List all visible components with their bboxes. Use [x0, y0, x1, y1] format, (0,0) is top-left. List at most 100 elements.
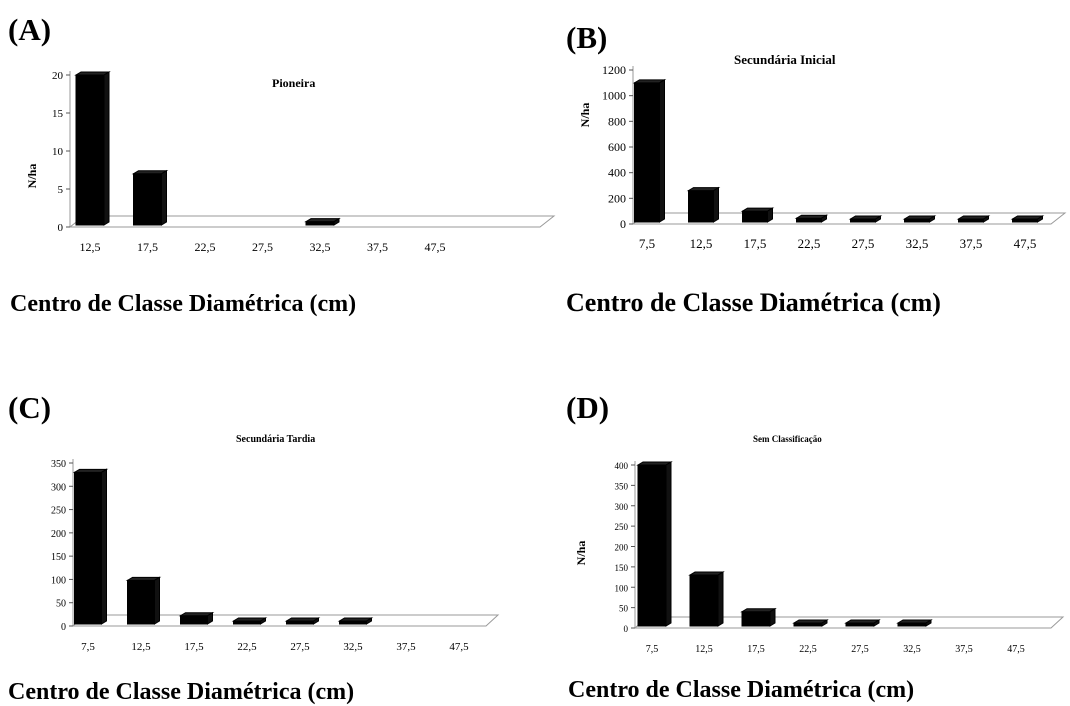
bar-12,5	[686, 186, 721, 223]
y-tick-label: 100	[51, 575, 66, 586]
y-tick-label: 300	[615, 502, 629, 512]
y-tick-label: 350	[615, 481, 629, 491]
y-tick-label: 300	[51, 482, 66, 493]
bar-side	[821, 619, 828, 627]
bar-side	[366, 617, 372, 625]
x-axis-caption-d: Centro de Classe Diamétrica (cm)	[568, 677, 915, 703]
bar-front	[689, 574, 719, 627]
y-tick-label: 350	[51, 459, 66, 470]
bar-front	[634, 82, 660, 223]
x-tick-label: 37,5	[396, 641, 416, 653]
x-tick-label: 12,5	[80, 240, 101, 254]
bar-side	[333, 217, 340, 226]
y-tick-label: 50	[619, 604, 629, 614]
bar-side	[713, 186, 719, 223]
x-axis-caption-b: Centro de Classe Diamétrica (cm)	[566, 288, 941, 317]
bar-32,5	[902, 215, 937, 223]
bar-front	[637, 464, 667, 627]
bar-12,5	[125, 576, 162, 625]
chart-title: Secundária Tardia	[236, 434, 315, 445]
x-tick-label: 47,5	[425, 240, 446, 254]
y-axis-label: N/ha	[25, 164, 39, 189]
y-tick-label: 0	[61, 622, 66, 633]
x-tick-label: 27,5	[290, 641, 310, 653]
x-tick-label: 22,5	[195, 240, 216, 254]
bar-side	[101, 468, 107, 625]
x-tick-label: 27,5	[252, 240, 273, 254]
bar-17,5	[131, 169, 169, 226]
bar-17,5	[740, 207, 775, 223]
x-tick-label: 22,5	[237, 641, 257, 653]
x-tick-label: 32,5	[903, 644, 921, 655]
x-tick-label: 7,5	[81, 641, 95, 653]
y-tick-label: 100	[615, 583, 629, 593]
x-tick-label: 12,5	[695, 644, 713, 655]
y-axis-label: N/ha	[578, 103, 592, 128]
bar-front	[127, 579, 155, 625]
x-tick-label: 7,5	[646, 644, 659, 655]
y-tick-label: 200	[608, 191, 626, 205]
bar-12,5	[688, 571, 725, 627]
x-axis-caption-a: Centro de Classe Diamétrica (cm)	[10, 291, 357, 317]
y-tick-label: 15	[52, 108, 64, 120]
x-tick-label: 47,5	[449, 641, 469, 653]
x-tick-label: 32,5	[310, 240, 331, 254]
bar-side	[103, 71, 110, 226]
bar-front	[74, 471, 102, 625]
bar-side	[767, 207, 773, 223]
bar-side	[1037, 215, 1043, 223]
bar-side	[821, 214, 827, 223]
x-axis-caption-c: Centro de Classe Diamétrica (cm)	[8, 679, 355, 705]
y-tick-label: 0	[620, 217, 626, 231]
y-tick-label: 20	[52, 70, 64, 82]
x-tick-label: 32,5	[343, 641, 363, 653]
x-tick-label: 47,5	[1007, 644, 1025, 655]
x-tick-label: 37,5	[955, 644, 973, 655]
y-tick-label: 800	[608, 114, 626, 128]
y-tick-label: 250	[51, 506, 66, 517]
y-tick-label: 200	[615, 543, 629, 553]
bar-37,5	[956, 215, 991, 223]
bar-side	[769, 607, 776, 627]
bar-22,5	[231, 617, 268, 625]
y-tick-label: 5	[58, 184, 64, 196]
y-tick-label: 1200	[602, 63, 626, 77]
x-tick-label: 37,5	[960, 236, 983, 251]
x-tick-label: 17,5	[184, 641, 204, 653]
bar-32,5	[896, 619, 933, 627]
x-tick-label: 17,5	[744, 236, 767, 251]
y-tick-label: 10	[52, 146, 64, 158]
bar-side	[925, 619, 932, 627]
y-tick-label: 1000	[602, 89, 626, 103]
bar-front	[133, 173, 162, 226]
x-tick-label: 47,5	[1014, 236, 1037, 251]
chart-title: Secundária Inicial	[734, 52, 836, 67]
bar-27,5	[284, 617, 321, 625]
y-tick-label: 400	[608, 166, 626, 180]
bar-front	[741, 611, 771, 627]
y-tick-label: 200	[51, 529, 66, 540]
y-tick-label: 600	[608, 140, 626, 154]
bar-22,5	[794, 214, 829, 223]
bar-side	[983, 215, 989, 223]
x-tick-label: 37,5	[367, 240, 388, 254]
bar-7,5	[72, 468, 109, 625]
x-tick-label: 22,5	[798, 236, 821, 251]
x-tick-label: 17,5	[137, 240, 158, 254]
panel-label-c: (C)	[8, 390, 52, 425]
bar-17,5	[740, 607, 777, 627]
y-tick-label: 0	[58, 222, 64, 234]
bar-front	[75, 74, 105, 226]
y-tick-label: 0	[624, 624, 629, 634]
bar-47,5	[1010, 215, 1045, 223]
y-tick-label: 150	[51, 552, 66, 563]
bar-side	[161, 169, 167, 226]
bar-side	[260, 617, 266, 625]
panel-label-b: (B)	[566, 20, 608, 55]
y-tick-label: 150	[615, 563, 629, 573]
x-tick-label: 27,5	[852, 236, 875, 251]
x-tick-label: 22,5	[799, 644, 817, 655]
